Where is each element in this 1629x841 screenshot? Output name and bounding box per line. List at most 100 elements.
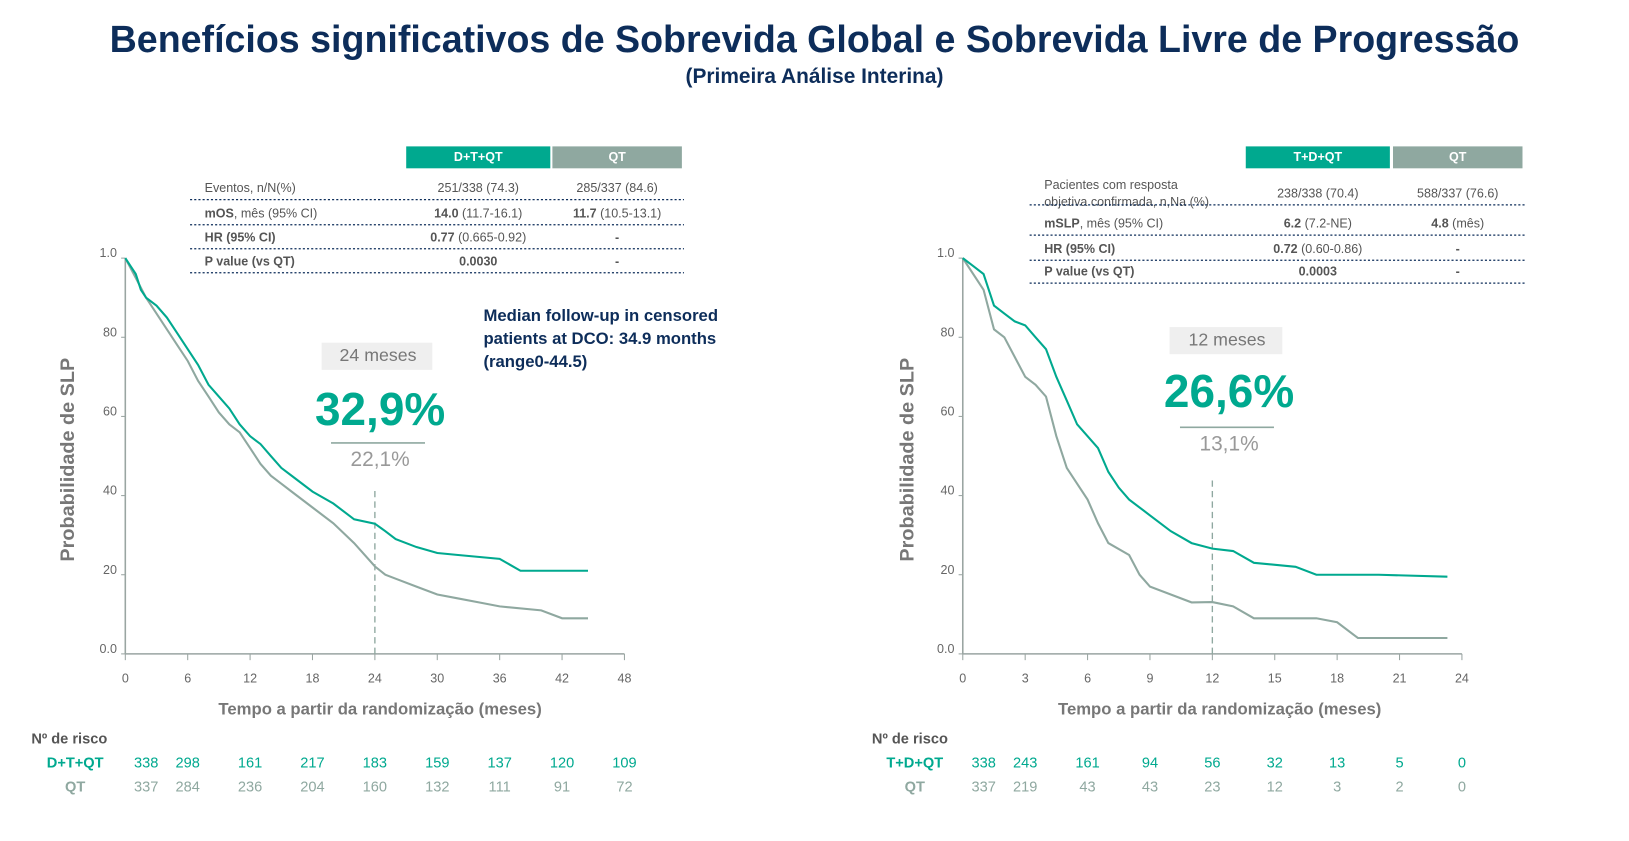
risk-value: 137 — [487, 755, 511, 771]
cell-text: 14.0 — [434, 207, 458, 221]
x-tick-label: 24 — [368, 671, 382, 685]
risk-value: 217 — [300, 755, 324, 771]
period-label: 24 meses — [340, 345, 417, 365]
risk-value: 298 — [176, 755, 200, 771]
y-tick-label: 40 — [941, 484, 955, 498]
table-cell: - — [1456, 265, 1460, 279]
cell-text: 11.7 — [573, 207, 597, 221]
cell-text: Eventos, n/N(%) — [205, 182, 296, 196]
cell-text: (7.2-NE) — [1301, 217, 1352, 231]
cell-text: P value (vs QT) — [1044, 265, 1134, 279]
y-tick-label: 80 — [941, 325, 955, 339]
table-cell: HR (95% CI) — [1044, 242, 1115, 256]
survival-curve — [961, 257, 1448, 640]
table-cell: Eventos, n/N(%) — [205, 182, 296, 196]
risk-row-name: QT — [905, 779, 925, 795]
cell-text: 0.0030 — [459, 255, 497, 269]
risk-value: 236 — [238, 779, 262, 795]
table-cell: P value (vs QT) — [205, 255, 295, 269]
x-tick-label: 0 — [959, 671, 966, 685]
risk-value: 0 — [1458, 779, 1466, 795]
cell-text: objetiva confirmada, n,Na (%) — [1044, 195, 1209, 209]
risk-value: 43 — [1142, 779, 1158, 795]
risk-value: 243 — [1013, 755, 1037, 771]
risk-title: Nº de risco — [872, 731, 948, 747]
x-tick-label: 21 — [1393, 671, 1407, 685]
cell-text: , mês (95% CI) — [1080, 217, 1163, 231]
risk-value: 183 — [363, 755, 387, 771]
cell-text: HR (95% CI) — [205, 231, 276, 245]
risk-value: 0 — [1458, 755, 1466, 771]
table-cell: - — [1456, 242, 1460, 256]
cell-text: mOS — [205, 207, 234, 221]
x-tick-label: 9 — [1146, 671, 1153, 685]
table-cell: 588/337 (76.6) — [1417, 187, 1498, 201]
table-header-label: QT — [1449, 150, 1467, 164]
comparison-label: 22,1% — [350, 448, 409, 471]
table-cell: 0.77 (0.665-0.92) — [430, 231, 526, 245]
note-line: (range0-44.5) — [483, 352, 587, 371]
risk-value: 219 — [1013, 779, 1037, 795]
y-tick-label: 40 — [103, 484, 117, 498]
survival-curve — [124, 257, 589, 572]
risk-row-name: QT — [65, 779, 85, 795]
table-cell: HR (95% CI) — [205, 231, 276, 245]
rate-label: 32,9% — [315, 383, 445, 435]
x-tick-label: 6 — [184, 671, 191, 685]
table-header-label: T+D+QT — [1293, 150, 1342, 164]
note-line: patients at DCO: 34.9 months — [483, 329, 716, 348]
table-cell: 251/338 (74.3) — [438, 182, 519, 196]
x-tick-label: 48 — [617, 671, 631, 685]
table-cell: 6.2 (7.2-NE) — [1284, 217, 1352, 231]
y-tick-label: 80 — [103, 325, 117, 339]
risk-value: 43 — [1079, 779, 1095, 795]
risk-value: 120 — [550, 755, 574, 771]
table-cell: 14.0 (11.7-16.1) — [434, 207, 522, 221]
table-header-label: D+T+QT — [454, 150, 503, 164]
risk-title: Nº de risco — [31, 731, 107, 747]
risk-value: 161 — [1075, 755, 1099, 771]
title: Benefícios significativos de Sobrevida G… — [110, 18, 1520, 60]
y-tick-label: 0.0 — [100, 642, 117, 656]
risk-value: 284 — [176, 779, 200, 795]
risk-value: 159 — [425, 755, 449, 771]
cell-text: (0.60-0.86) — [1298, 242, 1363, 256]
y-tick-label: 0.0 — [937, 642, 954, 656]
risk-value: 132 — [425, 779, 449, 795]
period-box — [321, 342, 433, 370]
x-tick-label: 3 — [1022, 671, 1029, 685]
y-tick-label: 1.0 — [100, 246, 117, 260]
cell-text: (10.5-13.1) — [597, 207, 662, 221]
risk-value: 160 — [363, 779, 387, 795]
table-header — [552, 146, 682, 169]
risk-value: 13 — [1329, 755, 1345, 771]
table-cell: - — [615, 255, 619, 269]
period-label: 12 meses — [1188, 329, 1265, 349]
period-box — [1169, 327, 1283, 355]
risk-value: 3 — [1333, 779, 1341, 795]
table-header-label: QT — [608, 150, 626, 164]
risk-value: 56 — [1204, 755, 1220, 771]
cell-text: Pacientes com resposta — [1044, 178, 1178, 192]
x-tick-label: 12 — [1205, 671, 1219, 685]
cell-text: - — [1456, 265, 1460, 279]
table-header — [406, 146, 551, 169]
table-cell: 0.72 (0.60-0.86) — [1273, 242, 1362, 256]
x-tick-label: 15 — [1268, 671, 1282, 685]
cell-text: 251/338 (74.3) — [438, 182, 519, 196]
risk-value: 109 — [612, 755, 636, 771]
cell-text: 238/338 (70.4) — [1277, 187, 1358, 201]
table-cell: objetiva confirmada, n,Na (%) — [1044, 195, 1209, 209]
cell-text: (11.7-16.1) — [459, 207, 523, 221]
table-cell: mSLP, mês (95% CI) — [1044, 217, 1163, 231]
x-axis-label: Tempo a partir da randomização (meses) — [218, 700, 541, 719]
note-line: Median follow-up in censored — [483, 306, 718, 325]
table-cell: mOS, mês (95% CI) — [205, 207, 318, 221]
cell-text: - — [615, 231, 619, 245]
x-tick-label: 18 — [306, 671, 320, 685]
x-tick-label: 36 — [493, 671, 507, 685]
risk-row-name: D+T+QT — [47, 755, 104, 771]
cell-text: 588/337 (76.6) — [1417, 187, 1498, 201]
x-tick-label: 30 — [430, 671, 444, 685]
